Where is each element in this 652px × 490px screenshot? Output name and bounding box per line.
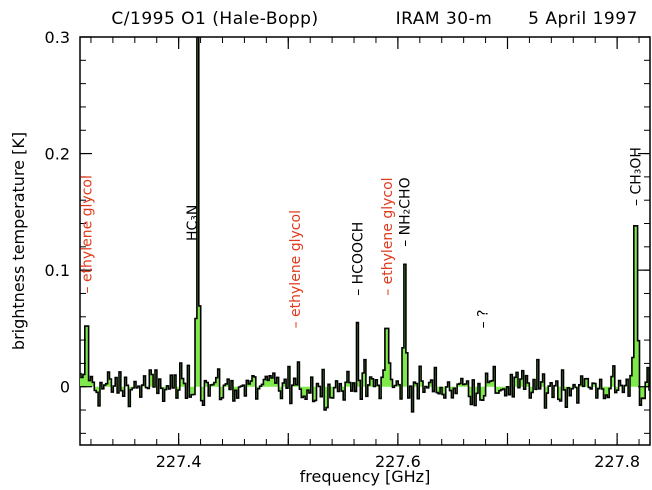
y-axis-label: brightness temperature [K]	[9, 132, 28, 350]
line-annotations: – ethylene glycol HC₃N – ethylene glycol – …	[80, 147, 645, 328]
line-annotation: – ethylene glycol	[288, 210, 304, 328]
y-tick-label: 0.1	[45, 261, 70, 280]
x-tick-label: 227.4	[156, 452, 202, 471]
title-part: C/1995 O1 (Hale-Bopp)	[111, 9, 318, 29]
y-tick-label: 0.2	[45, 145, 70, 164]
line-annotation: – ?	[475, 310, 491, 329]
plot-frame	[79, 36, 651, 446]
line-annotation: HC₃N	[185, 205, 201, 241]
y-tick-label: 0	[60, 378, 70, 397]
chart-title: C/1995 O1 (Hale-Bopp) IRAM 30-m 5 April 19…	[111, 9, 637, 29]
line-annotation: – ethylene glycol	[380, 177, 396, 295]
y-tick-label: 0.3	[45, 28, 70, 47]
x-tick-label: 227.6	[375, 452, 421, 471]
title-part: 5 April 1997	[528, 9, 638, 29]
spectrum-line	[80, 37, 650, 413]
spectrum-trace	[80, 37, 650, 413]
line-annotation: – NH₂CHO	[398, 177, 414, 246]
x-tick-label: 227.8	[594, 452, 640, 471]
line-annotation: – HCOOCH	[350, 222, 366, 296]
y-axis-ticks: 0 0.1 0.2 0.3	[45, 28, 650, 434]
x-axis-label: frequency [GHz]	[300, 467, 431, 486]
title-part: IRAM 30-m	[396, 9, 493, 29]
line-annotation: – ethylene glycol	[80, 175, 96, 293]
line-annotation: – CH₃OH	[629, 147, 645, 206]
x-axis-ticks: 227.4 227.6 227.8	[90, 37, 640, 471]
